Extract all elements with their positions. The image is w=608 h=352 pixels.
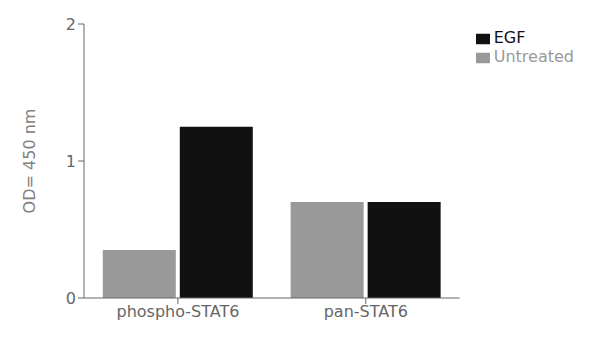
html-text:EGF: EGF [493, 28, 526, 47]
svg-text:0: 0 [66, 289, 76, 308]
html-text:Untreated: Untreated [493, 47, 574, 66]
svg-text:OD= 450 nm: OD= 450 nm [20, 109, 39, 214]
svg-text:pan-STAT6: pan-STAT6 [324, 302, 408, 321]
svg-text:2: 2 [66, 15, 76, 34]
svg-text:phospho-STAT6: phospho-STAT6 [116, 302, 239, 321]
svg-text:1: 1 [66, 152, 76, 171]
